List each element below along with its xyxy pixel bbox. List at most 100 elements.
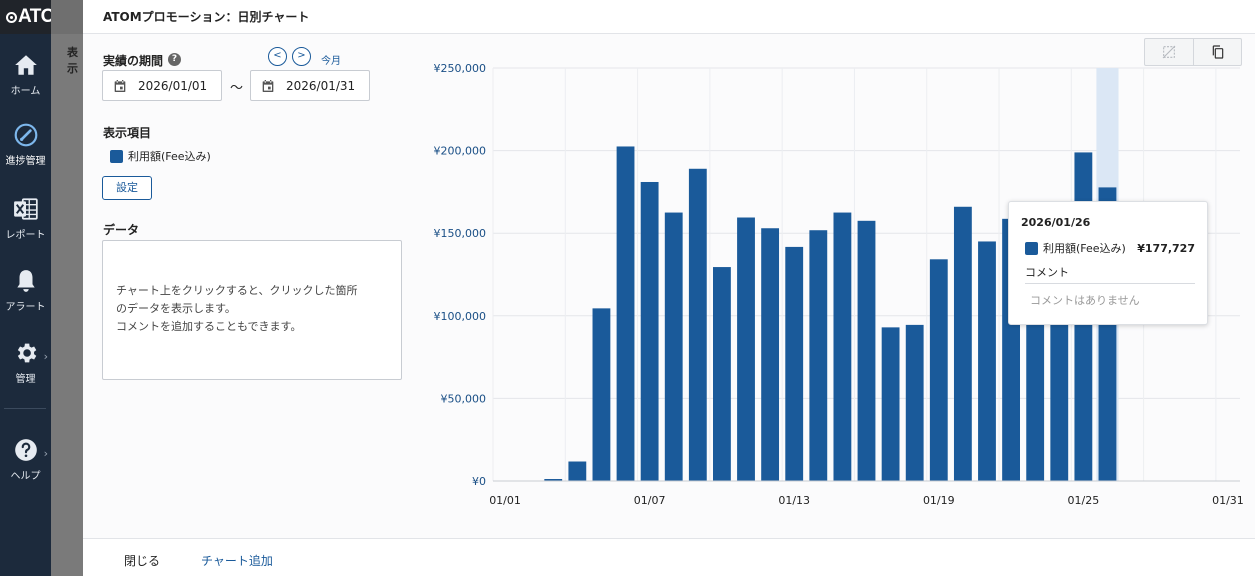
settings-button[interactable]: 設定 [102,176,152,200]
bar [568,461,587,481]
bar [616,146,635,481]
start-date-value: 2026/01/01 [138,78,208,93]
data-label: データ [103,223,140,237]
previous-month-button[interactable]: < [268,47,287,66]
nav-item-label: レポート [5,230,46,241]
reset-zoom-button[interactable] [1145,39,1193,65]
bar [713,267,731,481]
x-tick-label: 01/13 [778,494,810,507]
tooltip-comment-label: コメント [1025,266,1069,279]
chevron-right-icon: › [43,350,48,363]
atom-logo[interactable]: ATOM [0,0,51,34]
bar [737,217,755,482]
display-item-fee[interactable]: 利用額(Fee込み) [110,148,211,164]
this-month-link[interactable]: 今月 [321,56,341,67]
bar [881,327,900,481]
side-navigation: ATOM ホーム 進捗管理 レポート アラート [0,0,51,576]
tooltip-series-name: 利用額(Fee込み) [1043,242,1126,255]
copy-button[interactable] [1193,39,1241,65]
series-color-swatch [1025,241,1038,255]
data-hint-line: のデータを表示します。 [116,302,236,315]
display-items-label: 表示項目 [103,126,152,140]
dialog-header: ATOMプロモーション：日別チャート [83,0,1255,34]
gear-icon [17,343,36,363]
bar [953,206,972,481]
copy-icon [1212,45,1223,59]
series-color-swatch [110,149,123,163]
calendar-icon [262,79,274,92]
bar [640,181,659,481]
bar [761,228,780,481]
tooltip-no-comment: コメントはありません [1030,294,1140,307]
x-tick-label: 01/19 [923,494,955,507]
bar [905,324,924,481]
period-help-icon[interactable]: ? [168,53,181,66]
daily-chart-dialog: ATOMプロモーション：日別チャート 実績の期間 ? < > 今月 2026/0… [83,0,1255,576]
nav-item-help[interactable]: › ヘルプ [0,437,51,497]
bar [978,241,996,481]
close-button[interactable]: 閉じる [124,554,161,568]
tooltip-value: ¥177,727 [1137,241,1195,255]
y-tick-label: ¥100,000 [434,310,487,323]
bar [688,168,707,481]
date-range-separator: 〜 [230,81,244,96]
nav-item-label: ホーム [10,86,41,97]
nav-item-alert[interactable]: アラート [0,268,51,328]
x-tick-label: 01/31 [1212,494,1244,507]
add-chart-button[interactable]: チャート追加 [201,554,273,568]
nav-item-home[interactable]: ホーム [0,52,51,112]
bar [664,212,683,482]
dialog-title: ATOMプロモーション：日別チャート [103,10,310,24]
display-item-label: 利用額(Fee込み) [128,150,211,163]
tooltip-divider [1025,283,1195,284]
y-tick-label: ¥200,000 [434,145,487,158]
logo-text: ATOM [18,6,51,27]
home-icon [14,55,37,75]
excel-icon [13,198,38,220]
data-hint-line: チャート上をクリックすると、クリックした箇所 [116,284,358,297]
chart-toolbar [1144,38,1242,66]
background-label: 表示 [67,46,78,75]
data-hint-line: コメントを追加することもできます。 [116,320,302,333]
nav-item-admin[interactable]: › 管理 [0,340,51,400]
nav-item-report[interactable]: レポート [0,196,51,256]
tooltip-series-row: 利用額(Fee込み) ¥177,727 [1025,240,1195,256]
x-tick-label: 01/01 [489,494,521,507]
bar [785,246,804,481]
bell-icon [16,270,35,292]
dialog-footer: 閉じる チャート追加 [83,538,1255,576]
nav-item-label: 進捗管理 [5,156,46,167]
x-tick-label: 01/25 [1068,494,1100,507]
progress-icon [14,123,37,147]
y-tick-label: ¥50,000 [441,392,487,405]
next-month-button[interactable]: > [292,47,311,66]
chart-tooltip: 2026/01/26 利用額(Fee込み) ¥177,727 コメント コメント… [1008,201,1208,325]
nav-item-label: アラート [5,302,46,313]
data-panel: チャート上をクリックすると、クリックした箇所 のデータを表示します。 コメントを… [102,240,402,380]
bar [544,479,563,481]
y-tick-label: ¥0 [472,475,486,488]
period-label: 実績の期間 [103,54,164,68]
end-date-field[interactable]: 2026/01/31 [250,70,370,101]
nav-divider [4,408,46,409]
y-tick-label: ¥250,000 [434,62,487,75]
bar [592,308,611,481]
nav-item-label: ヘルプ [10,471,41,482]
bar [857,220,876,481]
bar [929,259,948,481]
nav-item-label: 管理 [15,374,36,385]
zoom-reset-icon [1162,45,1176,59]
end-date-value: 2026/01/31 [286,78,356,93]
bar [809,230,828,481]
tooltip-date: 2026/01/26 [1021,216,1091,229]
background-page: 表示 [51,34,83,576]
y-tick-label: ¥150,000 [434,227,487,240]
help-icon [14,439,37,461]
calendar-icon [114,79,126,92]
x-tick-label: 01/07 [634,494,666,507]
chevron-right-icon: › [43,447,48,460]
nav-item-progress[interactable]: 進捗管理 [0,122,51,182]
bar [833,212,852,482]
start-date-field[interactable]: 2026/01/01 [102,70,222,101]
logo-mark [6,11,17,23]
